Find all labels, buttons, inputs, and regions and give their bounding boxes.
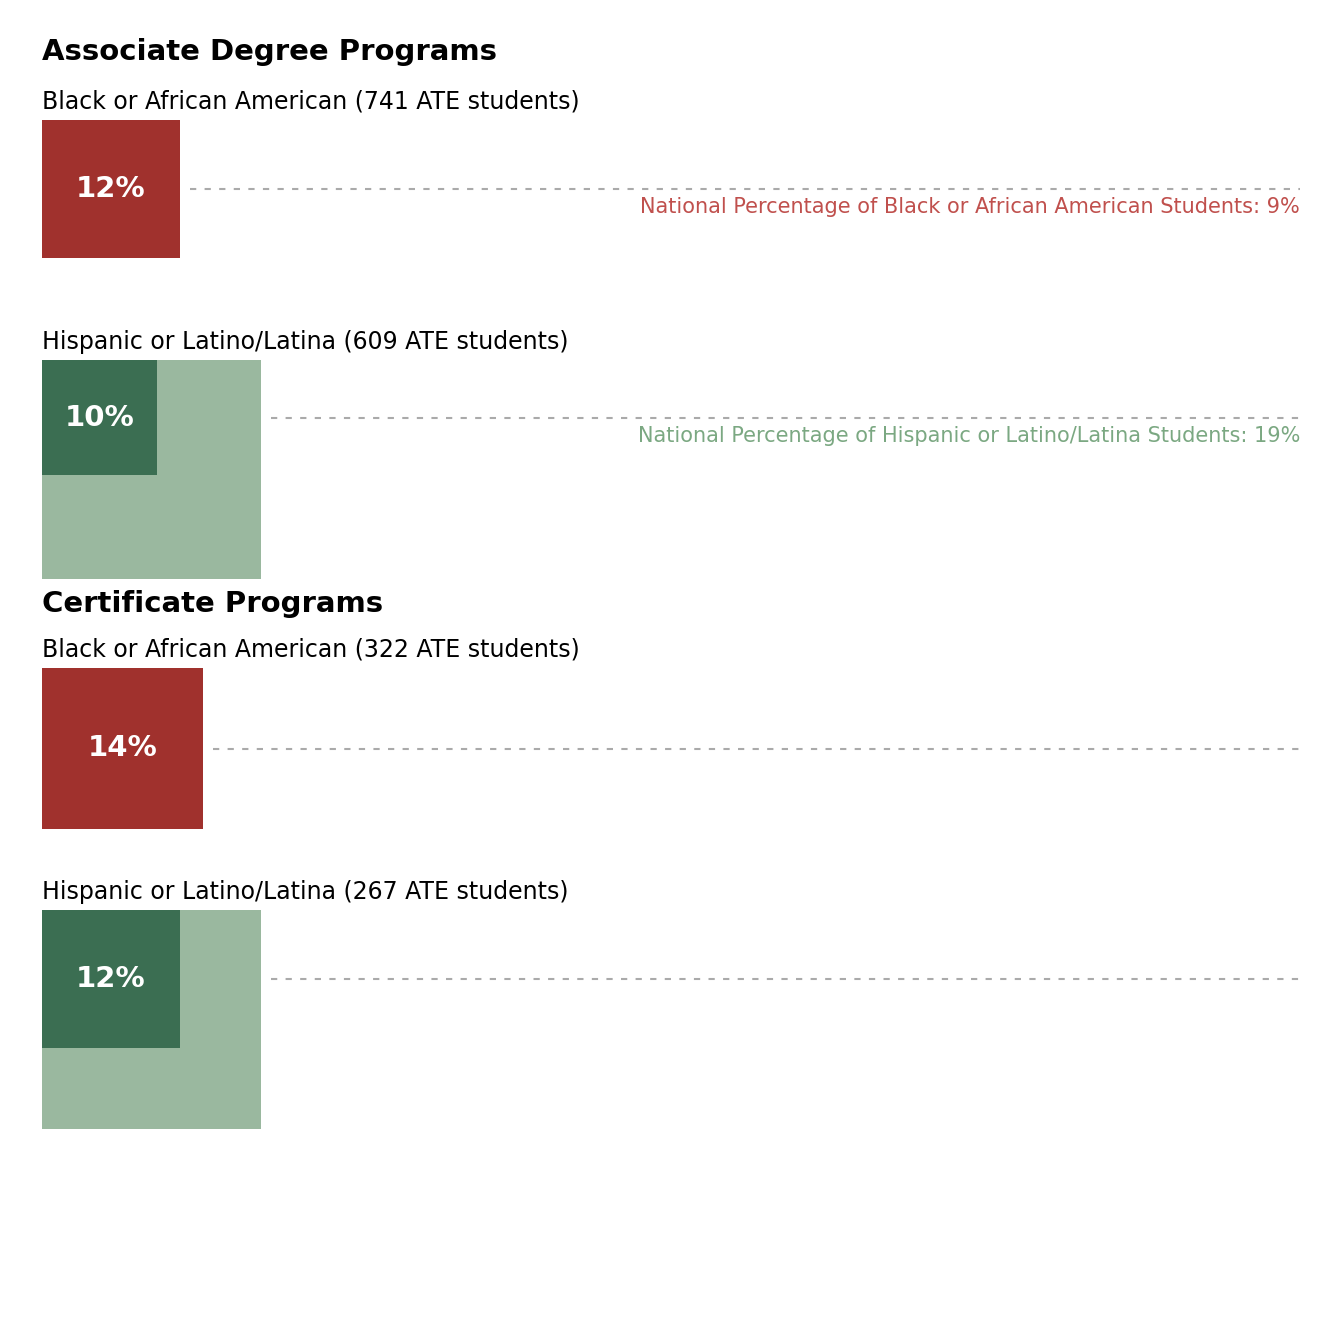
Text: National Percentage of Black or African American Students: 9%: National Percentage of Black or African … — [640, 198, 1300, 216]
Text: 14%: 14% — [87, 735, 157, 762]
Bar — [42, 668, 203, 829]
Text: National Percentage of Hispanic or Latino/Latina Students: 19%: National Percentage of Hispanic or Latin… — [637, 426, 1300, 445]
Bar — [42, 120, 180, 258]
Text: Hispanic or Latino/Latina (267 ATE students): Hispanic or Latino/Latina (267 ATE stude… — [42, 880, 569, 905]
Bar — [42, 360, 157, 474]
Bar — [42, 910, 261, 1129]
Bar — [42, 120, 145, 223]
Text: 10%: 10% — [65, 403, 134, 431]
Text: Certificate Programs: Certificate Programs — [42, 590, 383, 618]
Text: Hispanic or Latino/Latina (609 ATE students): Hispanic or Latino/Latina (609 ATE stude… — [42, 331, 569, 353]
Bar — [42, 668, 145, 771]
Text: Black or African American (741 ATE students): Black or African American (741 ATE stude… — [42, 90, 579, 114]
Bar — [42, 910, 180, 1048]
Text: 12%: 12% — [77, 965, 145, 993]
Text: 12%: 12% — [77, 175, 145, 203]
Bar — [42, 360, 261, 578]
Text: Associate Degree Programs: Associate Degree Programs — [42, 38, 497, 66]
Text: Black or African American (322 ATE students): Black or African American (322 ATE stude… — [42, 638, 579, 663]
